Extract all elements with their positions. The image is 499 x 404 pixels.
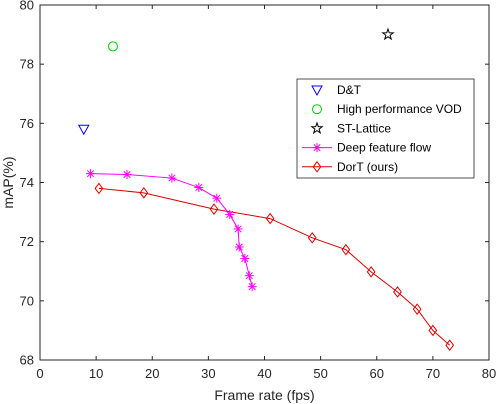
data-point <box>244 271 254 281</box>
y-tick-label: 78 <box>20 57 34 72</box>
x-tick-label: 80 <box>482 366 496 381</box>
y-tick-label: 68 <box>20 353 34 368</box>
legend-marker <box>310 121 324 135</box>
legend-label: High performance VOD <box>337 102 462 116</box>
data-point <box>86 169 96 179</box>
legend: D&T High performance VOD ST-Lattice Deep fe… <box>296 78 475 179</box>
series-markers <box>77 27 455 352</box>
legend-box <box>296 78 475 179</box>
y-tick-label: 72 <box>20 234 34 249</box>
data-point <box>212 193 222 203</box>
data-point <box>240 254 250 264</box>
data-point <box>247 282 257 292</box>
data-point <box>445 339 455 352</box>
x-tick-label: 40 <box>257 366 271 381</box>
plot-border <box>39 4 490 361</box>
legend-marker <box>312 160 322 173</box>
data-point <box>167 173 177 183</box>
series-line-4 <box>98 187 451 346</box>
x-tick-label: 0 <box>36 366 43 381</box>
data-point <box>381 27 395 41</box>
x-tick-label: 20 <box>145 366 159 381</box>
data-point <box>307 231 317 244</box>
data-point <box>77 124 90 136</box>
plot-area <box>40 5 489 360</box>
y-tick-label: 74 <box>20 175 34 190</box>
data-point <box>234 242 244 252</box>
data-point <box>107 41 118 52</box>
data-point <box>341 243 351 256</box>
legend-marker <box>312 143 322 153</box>
legend-marker <box>311 85 323 97</box>
data-point <box>412 303 422 315</box>
x-tick-label: 10 <box>89 366 103 381</box>
x-axis-label: Frame rate (fps) <box>214 387 314 403</box>
legend-label: D&T <box>337 83 362 97</box>
legend-marker <box>312 104 322 115</box>
data-point <box>428 324 438 337</box>
axis-ticks: 0 10 20 30 40 50 60 70 80 68 70 72 74 76 78 80 <box>20 0 497 381</box>
x-tick-label: 60 <box>370 366 384 381</box>
data-point <box>393 286 402 298</box>
data-point <box>366 266 376 278</box>
data-point <box>225 209 235 219</box>
legend-label: Deep feature flow <box>337 141 431 155</box>
data-point <box>265 212 275 225</box>
legend-label: ST-Lattice <box>337 121 391 135</box>
y-tick-label: 76 <box>20 116 34 131</box>
y-tick-label: 80 <box>20 0 34 13</box>
x-tick-label: 70 <box>426 366 440 381</box>
data-point <box>122 170 132 180</box>
data-point <box>233 224 243 234</box>
x-tick-label: 30 <box>201 366 215 381</box>
data-point <box>209 203 219 215</box>
x-tick-label: 50 <box>313 366 327 381</box>
data-point <box>194 183 204 193</box>
y-axis-label: mAP(%) <box>0 156 16 208</box>
data-point <box>94 182 104 195</box>
data-point <box>139 187 149 199</box>
legend-label: DorT (ours) <box>337 160 398 174</box>
y-tick-label: 70 <box>20 293 34 308</box>
